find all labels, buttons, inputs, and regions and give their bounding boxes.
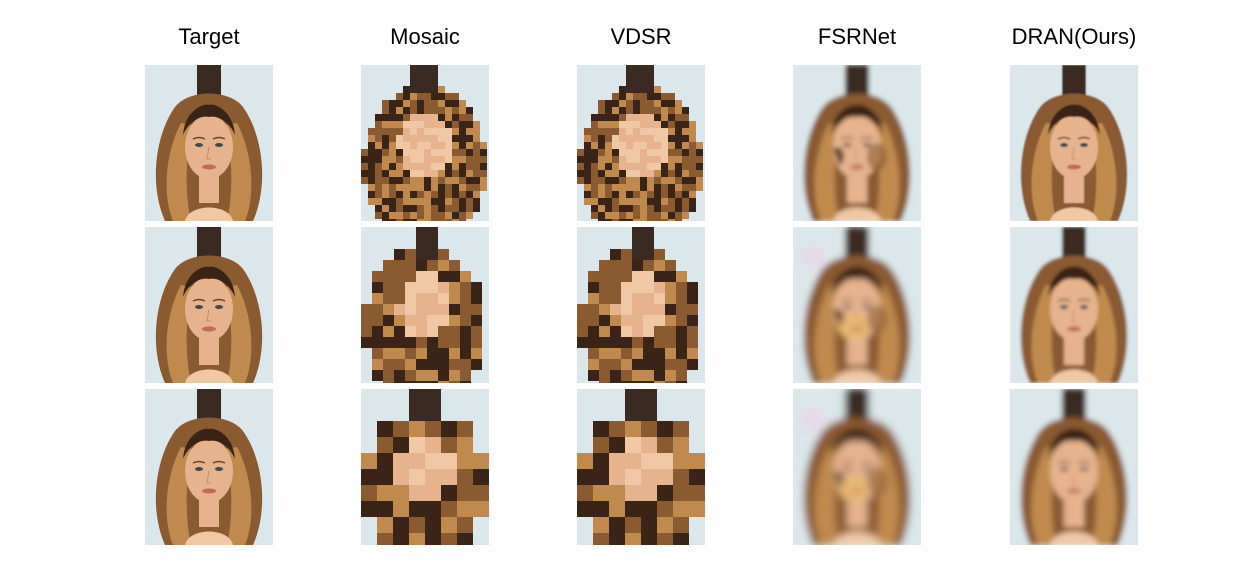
column-header-dran: DRAN(Ours) bbox=[974, 22, 1174, 52]
portrait-fsrnet-1 bbox=[793, 65, 921, 221]
portrait-vdsr-1 bbox=[577, 65, 705, 221]
portrait-vdsr-2 bbox=[577, 227, 705, 383]
portrait-mosaic-2 bbox=[361, 227, 489, 383]
image-target-row-1 bbox=[145, 65, 273, 221]
image-vdsr-row-2 bbox=[577, 227, 705, 383]
column-header-fsrnet: FSRNet bbox=[757, 22, 957, 52]
portrait-target-1 bbox=[145, 65, 273, 221]
image-target-row-3 bbox=[145, 389, 273, 545]
image-dran-row-1 bbox=[1010, 65, 1138, 221]
image-fsrnet-row-2 bbox=[793, 227, 921, 383]
portrait-dran-2 bbox=[1010, 227, 1138, 383]
portrait-dran-1 bbox=[1010, 65, 1138, 221]
portrait-dran-3 bbox=[1010, 389, 1138, 545]
portrait-target-3 bbox=[145, 389, 273, 545]
image-mosaic-row-1 bbox=[361, 65, 489, 221]
image-vdsr-row-3 bbox=[577, 389, 705, 545]
portrait-fsrnet-3 bbox=[793, 389, 921, 545]
column-header-vdsr: VDSR bbox=[541, 22, 741, 52]
image-mosaic-row-2 bbox=[361, 227, 489, 383]
portrait-mosaic-3 bbox=[361, 389, 489, 545]
image-mosaic-row-3 bbox=[361, 389, 489, 545]
image-dran-row-2 bbox=[1010, 227, 1138, 383]
image-vdsr-row-1 bbox=[577, 65, 705, 221]
image-fsrnet-row-3 bbox=[793, 389, 921, 545]
portrait-target-2 bbox=[145, 227, 273, 383]
portrait-vdsr-3 bbox=[577, 389, 705, 545]
portrait-fsrnet-2 bbox=[793, 227, 921, 383]
portrait-mosaic-1 bbox=[361, 65, 489, 221]
image-target-row-2 bbox=[145, 227, 273, 383]
column-header-mosaic: Mosaic bbox=[325, 22, 525, 52]
column-header-target: Target bbox=[109, 22, 309, 52]
image-fsrnet-row-1 bbox=[793, 65, 921, 221]
image-dran-row-3 bbox=[1010, 389, 1138, 545]
